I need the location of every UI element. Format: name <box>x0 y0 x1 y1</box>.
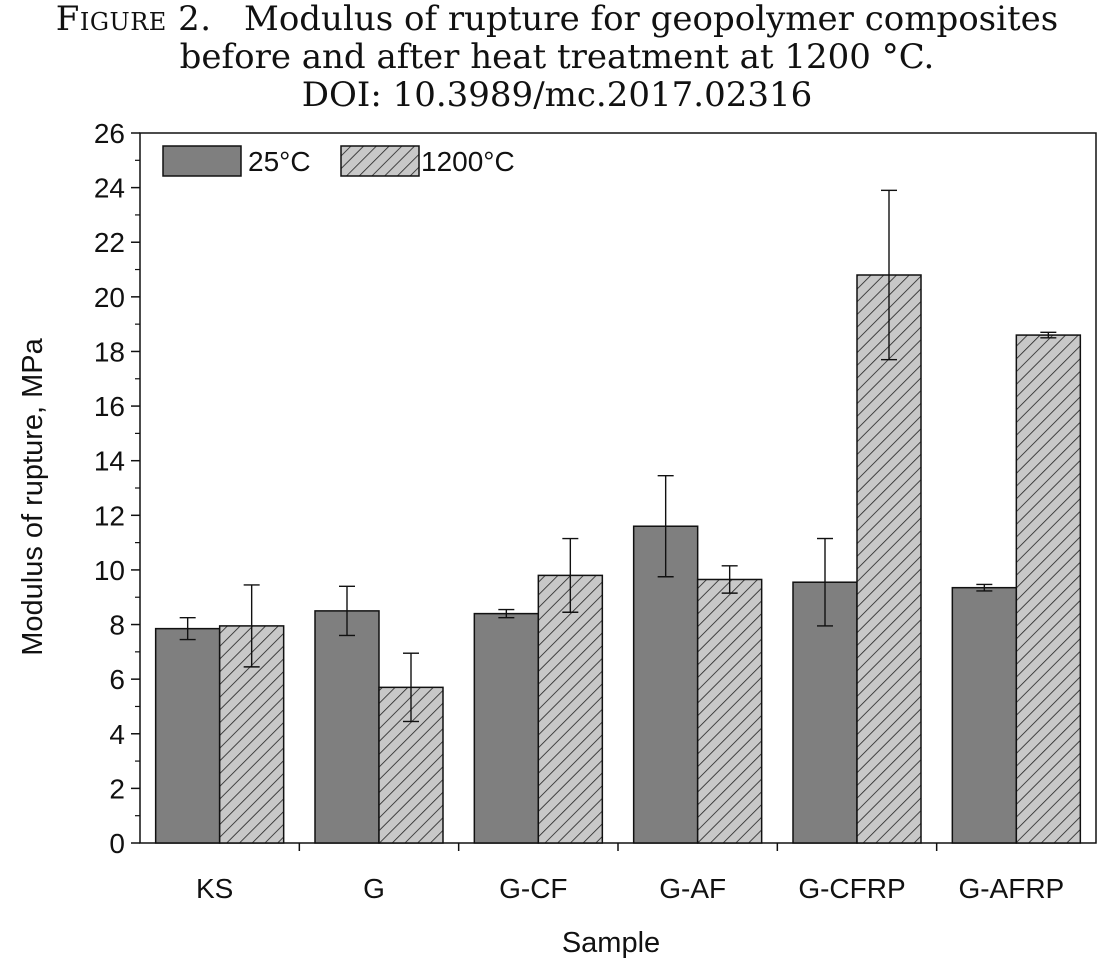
bar-series-2 <box>1015 334 1082 844</box>
legend-swatch <box>162 145 242 177</box>
error-bar <box>976 583 993 592</box>
y-tick-label: 2 <box>109 773 125 804</box>
x-tick-label: G-AFRP <box>958 873 1064 904</box>
bar-series-2 <box>537 574 604 844</box>
bar-series-1 <box>951 586 1018 844</box>
y-tick-label: 22 <box>94 227 125 258</box>
error-bar <box>562 537 579 613</box>
error-bar <box>881 189 897 361</box>
x-tick-label: KS <box>196 873 233 904</box>
y-tick-label: 16 <box>94 391 125 422</box>
bar-series-1 <box>632 525 699 844</box>
error-bar <box>179 617 196 641</box>
caption-title-part-2: before and after heat treatment at 1200 … <box>179 37 935 77</box>
y-tick-label: 20 <box>94 282 125 313</box>
y-tick-label: 0 <box>109 828 125 859</box>
y-tick-label: 4 <box>109 719 125 750</box>
figure-caption: Figure 2. Modulus of rupture for geopoly… <box>0 0 1114 114</box>
figure-label: Figure 2. <box>55 0 212 39</box>
legend-label: 25°C <box>248 146 311 177</box>
y-tick-label: 24 <box>94 173 125 204</box>
error-bars <box>179 189 1057 723</box>
caption-title-part-1: Modulus of rupture for geopolymer compos… <box>244 0 1059 39</box>
y-tick-label: 12 <box>94 500 125 531</box>
x-axis-label: Sample <box>562 927 660 959</box>
x-tick-label: G-CF <box>499 873 567 904</box>
error-bar <box>403 652 419 723</box>
bar-series-1 <box>473 612 540 844</box>
x-tick-label: G <box>363 873 385 904</box>
y-axis-label: Modulus of rupture, MPa <box>17 337 49 655</box>
error-bar <box>1040 331 1057 339</box>
bar-series-2 <box>856 274 922 844</box>
y-tick-label: 14 <box>94 446 125 477</box>
error-bar <box>721 565 738 594</box>
bar-series-1 <box>154 627 221 844</box>
x-tick-label: G-AF <box>659 873 726 904</box>
x-tick-label: G-CFRP <box>798 873 905 904</box>
legend-label: 1200°C <box>421 146 515 177</box>
caption-line-1: Figure 2. Modulus of rupture for geopoly… <box>0 0 1114 38</box>
bars <box>154 274 1082 844</box>
error-bar <box>339 585 355 637</box>
error-bar <box>817 537 833 627</box>
legend-swatch <box>340 145 420 177</box>
error-bar <box>243 584 260 668</box>
y-tick-label: 10 <box>94 555 125 586</box>
legend: 25°C 1200°C <box>162 145 515 177</box>
y-tick-label: 18 <box>94 336 125 367</box>
y-tick-label: 6 <box>109 664 125 695</box>
error-bar <box>498 608 515 619</box>
caption-doi: DOI: 10.3989/mc.2017.02316 <box>301 75 813 115</box>
bar-series-2 <box>696 578 763 844</box>
bar-series-1 <box>314 610 380 844</box>
x-axis: KS G G-CF G-AF G-CFRP G-AFRP <box>196 843 1064 904</box>
error-bar <box>657 475 674 578</box>
y-tick-label: 8 <box>109 610 125 641</box>
y-tick-label: 26 <box>94 118 125 149</box>
